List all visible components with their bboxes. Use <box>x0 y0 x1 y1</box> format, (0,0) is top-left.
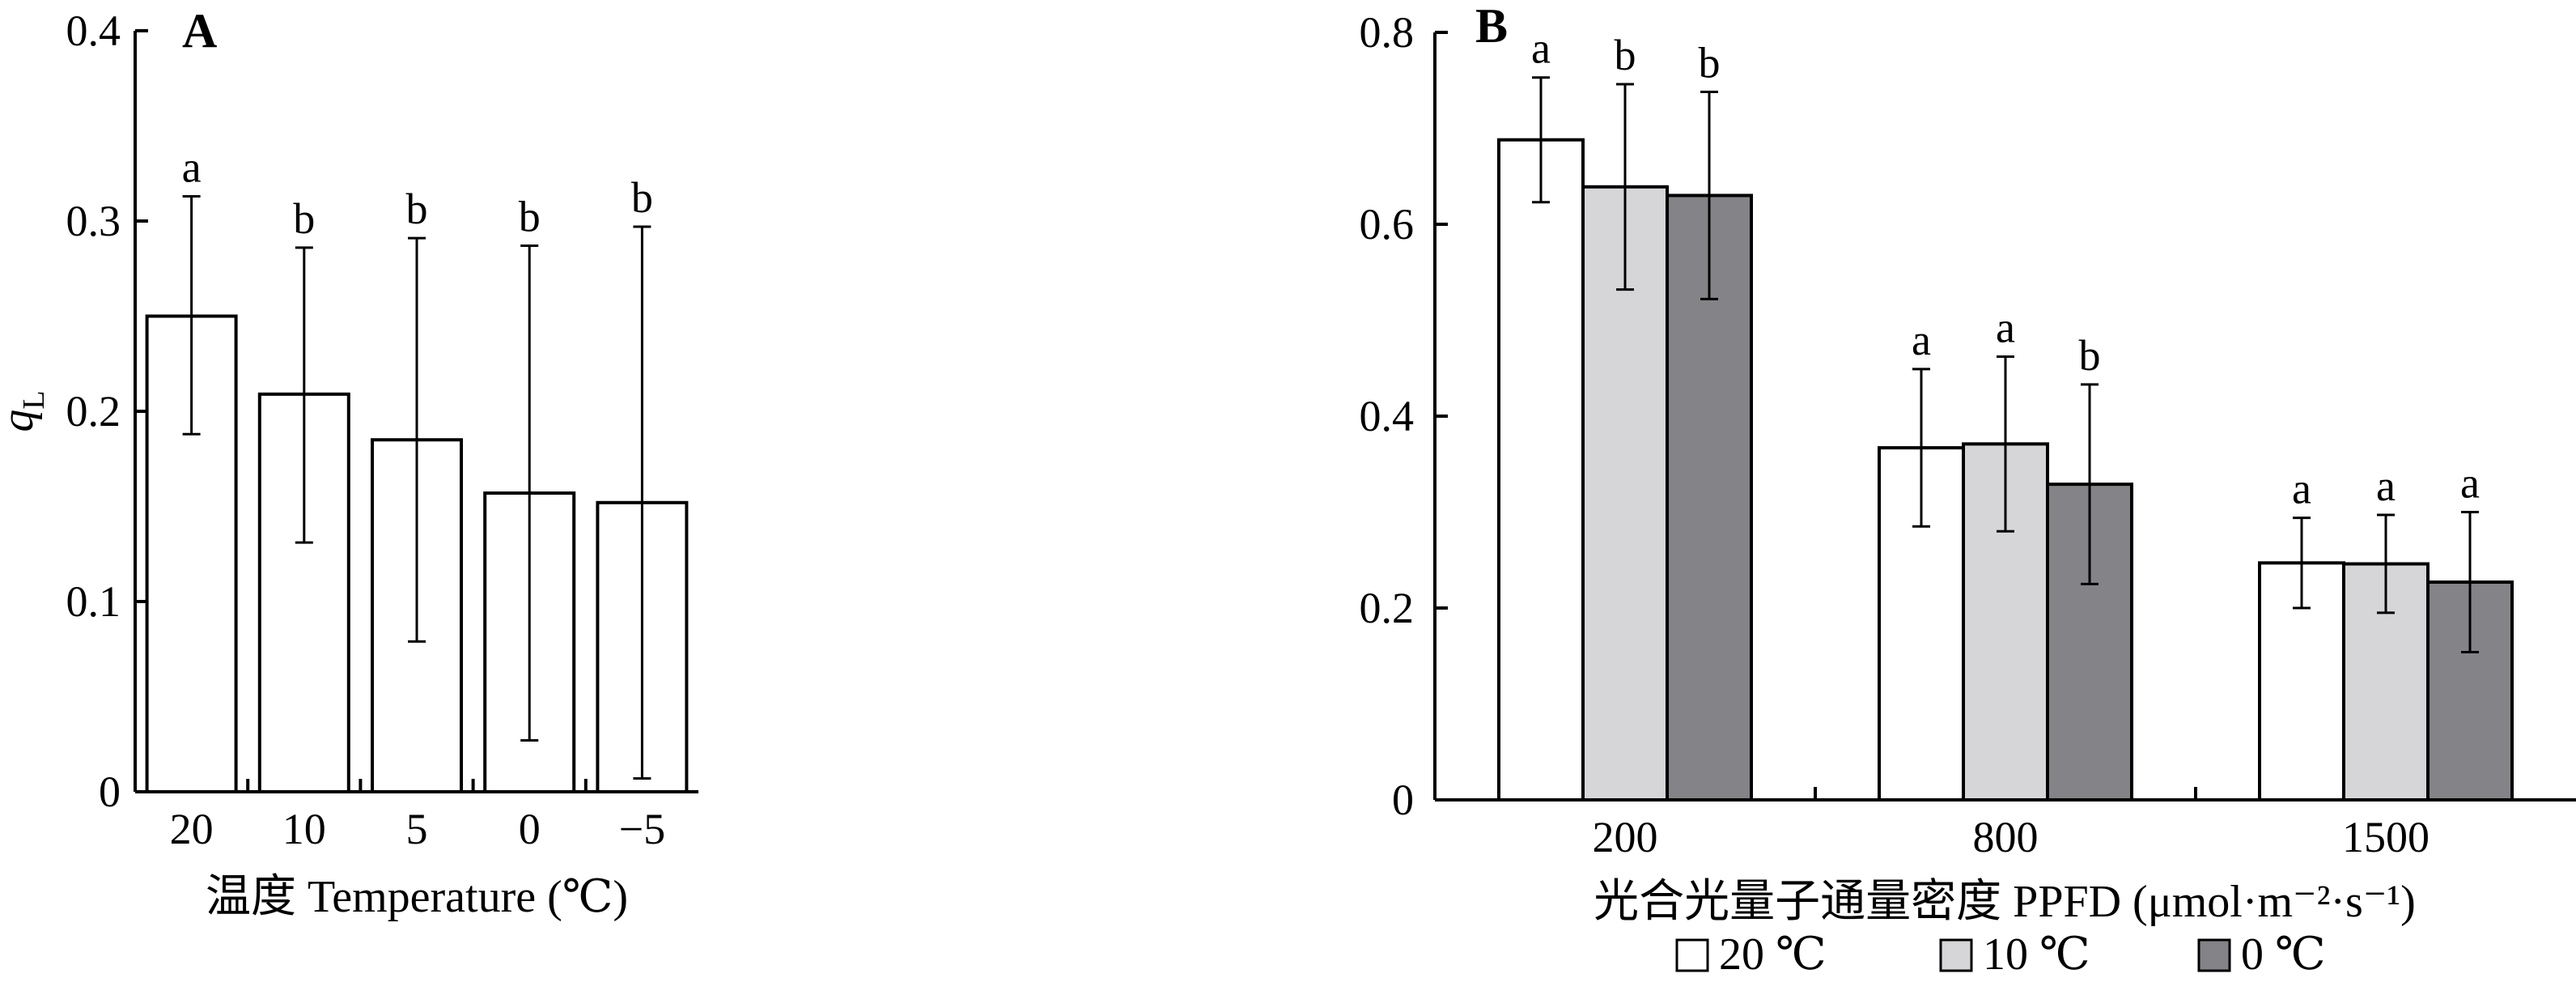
x-tick-label-a: 5 <box>406 805 428 853</box>
x-tick-label-b: 1500 <box>2342 813 2430 861</box>
x-tick-label-b: 800 <box>1973 813 2039 861</box>
significance-label-a: b <box>631 173 653 222</box>
x-tick-label-a: 20 <box>170 805 214 853</box>
significance-label-b: a <box>2292 465 2311 513</box>
legend-label: 20 ℃ <box>1719 929 1827 980</box>
y-axis-label-subscript: L <box>17 390 51 409</box>
panel-label-b: B <box>1475 0 1508 53</box>
x-tick-label-b: 200 <box>1593 813 1658 861</box>
x-axis-label-b: 光合光量子通量密度 PPFD (μmol·m⁻²·s⁻¹) <box>1594 877 2416 927</box>
significance-label-b: a <box>2376 461 2396 510</box>
y-tick-label-a: 0.3 <box>66 197 121 245</box>
legend-swatch <box>2199 940 2230 971</box>
x-axis-label-a: 温度 Temperature (℃) <box>206 872 628 922</box>
significance-label-a: b <box>406 185 428 233</box>
y-tick-label-b: 0.4 <box>1360 392 1415 440</box>
y-tick-label-b: 0.6 <box>1360 200 1415 249</box>
significance-label-a: b <box>293 194 315 243</box>
legend-label: 0 ℃ <box>2241 929 2326 980</box>
x-tick-label-a: 10 <box>282 805 326 853</box>
panel-b: 0 0.2 0.4 0.6 0.8 a b b 200 a a b 800 a a a 1500 B 光合光量子通量… <box>1360 0 2576 980</box>
y-axis-label-symbol: q <box>0 410 43 432</box>
significance-label-b: a <box>2460 459 2480 508</box>
y-tick-label-b: 0.2 <box>1360 584 1415 632</box>
legend-swatch <box>1941 940 1971 971</box>
legend-label: 10 ℃ <box>1983 929 2090 980</box>
significance-label-b: b <box>1699 38 1721 87</box>
y-tick-label-b: 0 <box>1392 776 1414 824</box>
significance-label-b: a <box>1531 24 1551 73</box>
y-tick-label-a: 0.2 <box>66 387 121 436</box>
significance-label-a: b <box>519 193 541 241</box>
y-tick-label-a: 0 <box>99 768 121 816</box>
bar-b <box>1499 140 1583 800</box>
y-axis-label-a: qL <box>0 390 51 432</box>
significance-label-b: a <box>1996 304 2015 352</box>
significance-label-b: b <box>1615 31 1636 79</box>
significance-label-a: a <box>182 142 202 191</box>
significance-label-b: b <box>2079 331 2101 380</box>
panel-a: 0 0.1 0.2 0.3 0.4 a 20 b 10 b 5 b 0 b −5 A 温度 Temperatur… <box>0 4 698 922</box>
x-tick-label-a: 0 <box>519 805 541 853</box>
panel-label-a: A <box>182 4 217 57</box>
x-tick-label-a: −5 <box>619 805 665 853</box>
y-tick-label-a: 0.1 <box>66 577 121 626</box>
y-tick-label-a: 0.4 <box>66 6 121 55</box>
y-tick-label-b: 0.8 <box>1360 8 1415 57</box>
legend-swatch <box>1677 940 1708 971</box>
significance-label-b: a <box>1912 316 1931 364</box>
